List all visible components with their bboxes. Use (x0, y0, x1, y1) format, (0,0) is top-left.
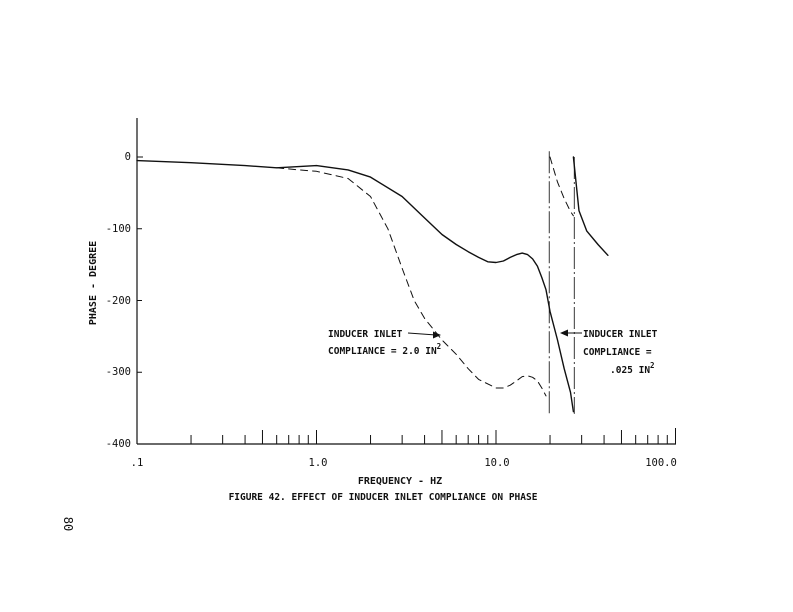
vertical-dash-dot-lines (548, 151, 575, 414)
annotation-2-0-line-2-text: COMPLIANCE = 2.0 IN (328, 346, 437, 357)
x-tick-label-2: 10.0 (484, 457, 509, 469)
series-dashed (276, 156, 574, 397)
series-group (136, 156, 609, 413)
dashed-curve-segment-2 (549, 156, 574, 217)
series-solid (136, 156, 609, 413)
annotation-025-line-1: INDUCER INLET (583, 329, 658, 340)
y-tick-label-2: -200 (106, 295, 131, 307)
y-tick-label-3: -300 (106, 366, 131, 378)
annotation-2-0: INDUCER INLET COMPLIANCE = 2.0 IN2 (328, 329, 441, 357)
annotation-025-line-2: COMPLIANCE = (583, 347, 652, 358)
annotation-2-0-line-2: COMPLIANCE = 2.0 IN2 (328, 342, 441, 357)
solid-curve-segment-1 (136, 159, 575, 413)
x-tick-labels: .1 1.0 10.0 100.0 (131, 457, 677, 469)
y-tick-marks (137, 156, 142, 445)
annotation-025-line-3: .025 IN2 (610, 361, 655, 376)
x-tick-marks (136, 428, 676, 444)
dashed-curve-segment-1 (276, 167, 547, 397)
x-tick-label-0: .1 (131, 457, 144, 469)
annotation-2-0-arrow-head (433, 331, 441, 339)
annotation-025-arrow-head (560, 329, 568, 337)
annotation-025-superscript: 2 (650, 361, 655, 370)
x-axis-title: FREQUENCY - HZ (358, 476, 442, 487)
x-tick-label-3: 100.0 (645, 457, 677, 469)
y-axis-title: PHASE - DEGREE (88, 241, 99, 325)
annotation-025-line-3-text: .025 IN (610, 365, 650, 376)
annotation-2-0-arrow-shaft (407, 332, 437, 336)
figure-caption: FIGURE 42. EFFECT OF INDUCER INLET COMPL… (229, 492, 538, 503)
page-number: 80 (61, 517, 75, 531)
solid-curve-segment-2 (572, 156, 609, 257)
y-tick-label-1: -100 (106, 223, 131, 235)
x-tick-label-1: 1.0 (309, 457, 328, 469)
annotation-2-0-line-1: INDUCER INLET (328, 329, 403, 340)
annotation-2-0-superscript: 2 (437, 342, 442, 351)
annotation-025: INDUCER INLET COMPLIANCE = .025 IN2 (560, 329, 658, 376)
y-tick-label-4: -400 (106, 438, 131, 450)
y-tick-label-0: 0 (125, 151, 131, 163)
y-tick-labels: 0 -100 -200 -300 -400 (106, 151, 131, 450)
